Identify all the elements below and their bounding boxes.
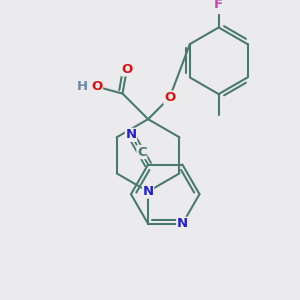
Text: N: N (125, 128, 136, 141)
Text: F: F (214, 0, 223, 11)
Text: C: C (137, 146, 147, 158)
Text: O: O (164, 91, 175, 104)
Text: H: H (77, 80, 88, 93)
Text: O: O (91, 80, 103, 93)
Text: N: N (177, 218, 188, 230)
Text: N: N (142, 185, 154, 198)
Text: O: O (121, 63, 132, 76)
